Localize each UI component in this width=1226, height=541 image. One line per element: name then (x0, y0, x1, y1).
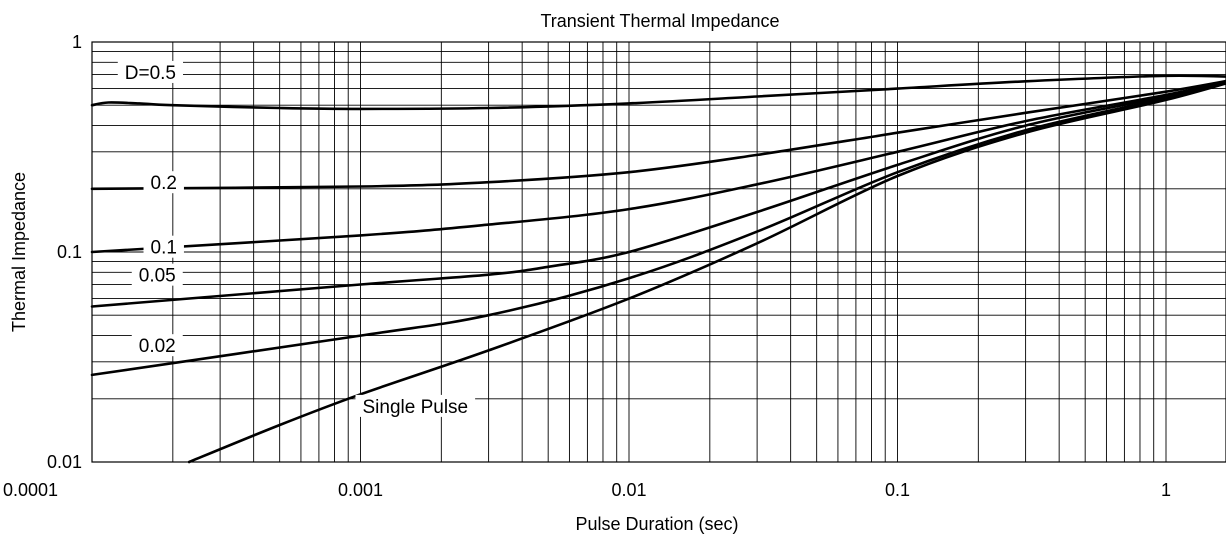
curves (90, 74, 1226, 464)
curve-labels: D=0.5 0.2 0.1 0.05 0.02 Single Pulse (117, 60, 476, 418)
curve-label-text: 0.02 (139, 336, 176, 357)
curve-label-text: D=0.5 (125, 63, 176, 84)
y-axis-title: Thermal Impedance (9, 172, 29, 332)
y-tick-label: 0.01 (47, 452, 82, 472)
tick-labels: 0.0001 0.001 0.01 0.1 1 0.01 0.1 1 (3, 32, 1171, 500)
curve-label-1: 0.2 (143, 171, 184, 194)
curve-label-bg (131, 334, 183, 357)
x-tick-label: 0.001 (338, 480, 383, 500)
curve-label-2: 0.1 (143, 235, 184, 259)
curve-label-bg (117, 60, 184, 83)
series-line-1 (90, 79, 1226, 191)
curve-label-bg (143, 171, 184, 194)
curve-label-0: D=0.5 (117, 60, 184, 84)
x-tick-label: 0.1 (885, 480, 910, 500)
x-tick-label: 1 (1161, 480, 1171, 500)
y-tick-label: 0.1 (57, 242, 82, 262)
curve-label-bg (131, 263, 183, 286)
series-line-4 (90, 81, 1226, 377)
curve-label-text: 0.1 (151, 238, 177, 259)
y-tick-label: 1 (72, 32, 82, 52)
series-line-3 (90, 81, 1226, 308)
curve-label-text: 0.2 (151, 173, 177, 194)
plot-frame (91, 41, 1226, 463)
curve-label-text: 0.05 (139, 266, 176, 287)
chart-title: Transient Thermal Impedance (540, 11, 779, 31)
curve-label-4: 0.02 (131, 334, 183, 357)
curve-label-bg (355, 394, 476, 417)
curve-label-bg (143, 235, 184, 258)
x-tick-label: 0.0001 (3, 480, 58, 500)
series-line-0 (90, 74, 1226, 111)
series-line-2 (90, 80, 1226, 254)
grid (91, 41, 1226, 463)
x-axis-title: Pulse Duration (sec) (575, 514, 738, 534)
curve-label-5: Single Pulse (355, 394, 476, 418)
x-tick-label: 0.01 (611, 480, 646, 500)
curve-label-3: 0.05 (131, 263, 183, 287)
series-line-5 (187, 81, 1226, 464)
curve-label-text: Single Pulse (362, 397, 468, 418)
